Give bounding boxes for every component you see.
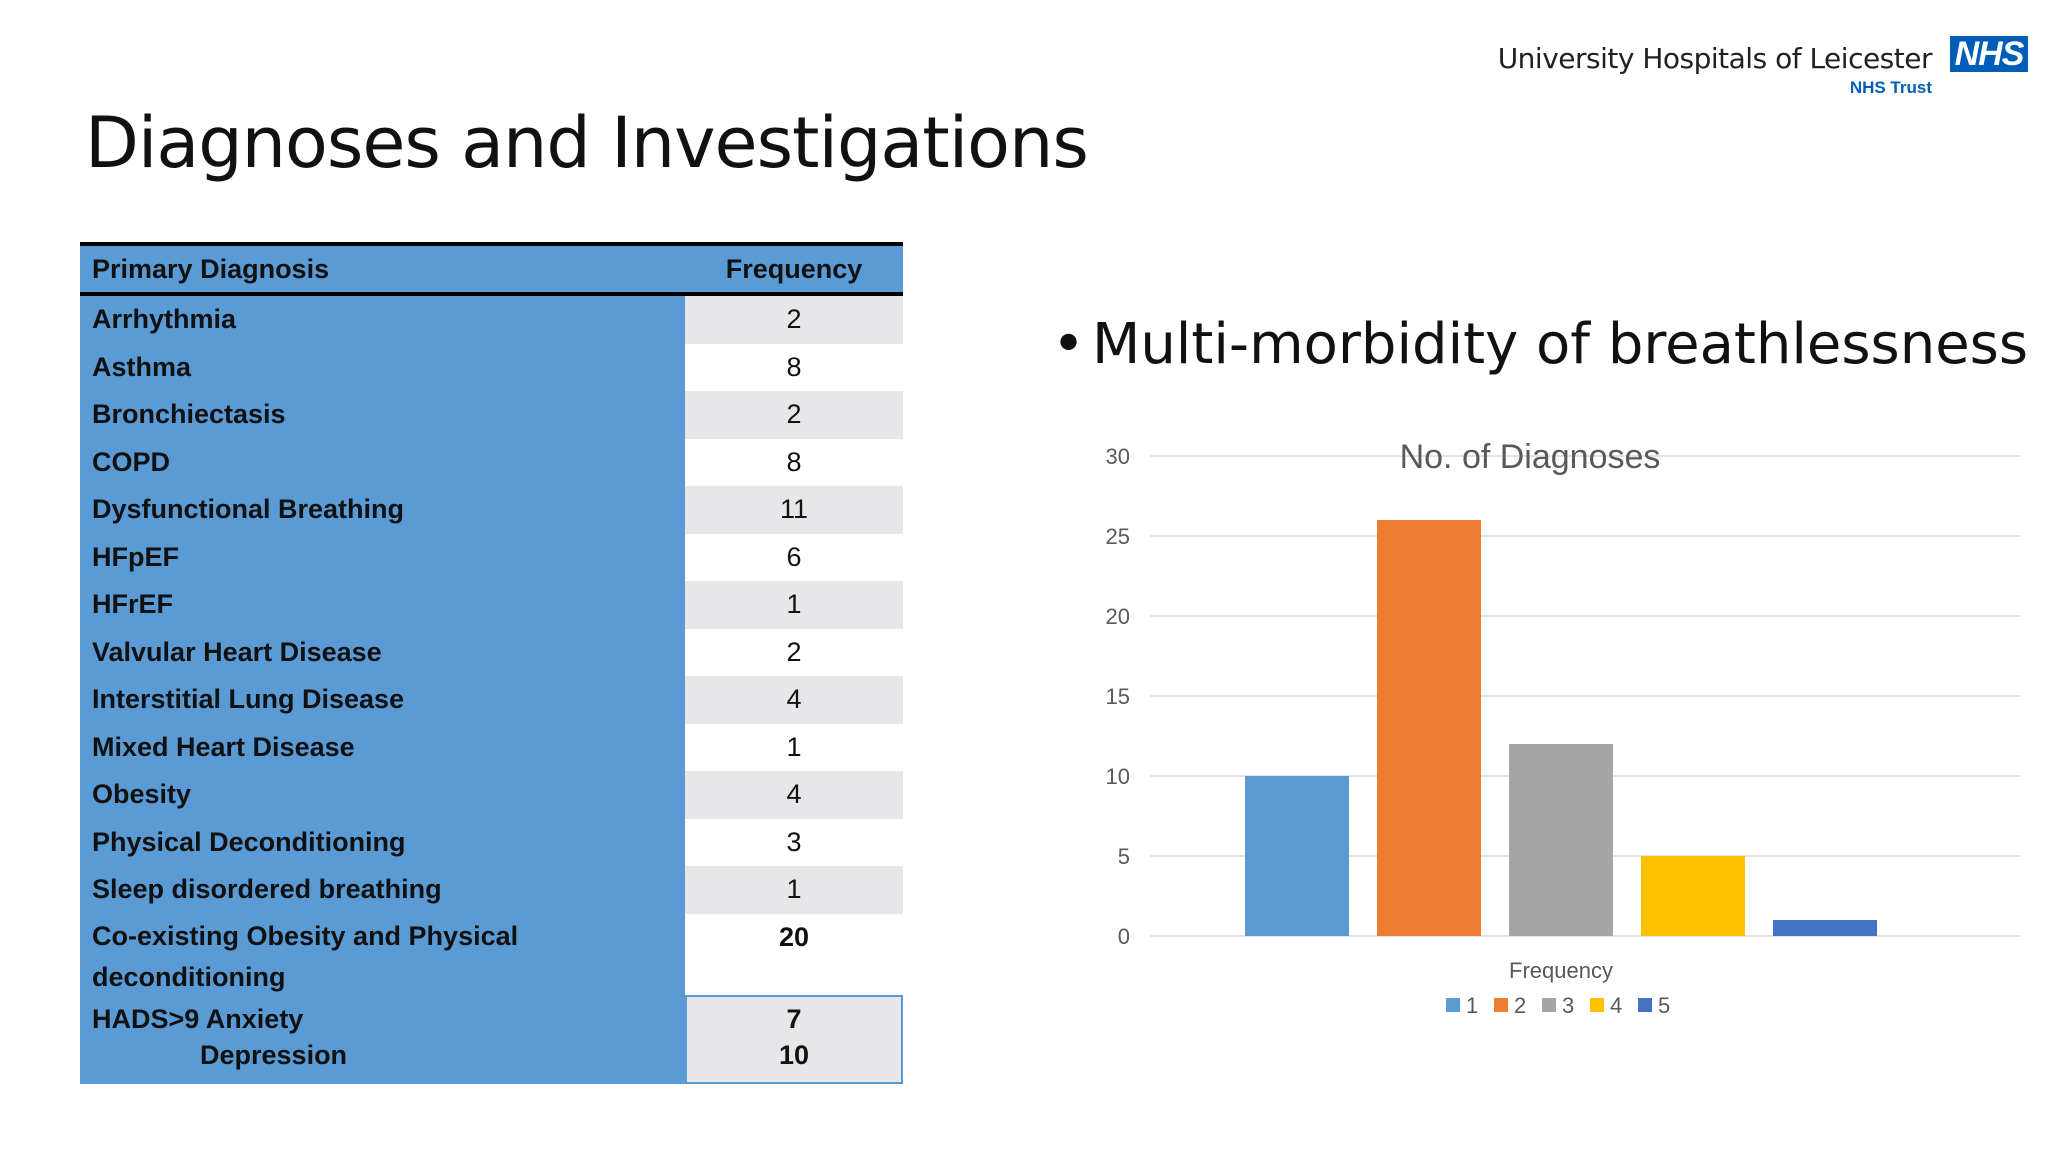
legend-swatch	[1590, 998, 1604, 1012]
table-row: COPD 8	[80, 438, 903, 486]
table-row: Bronchiectasis 2	[80, 391, 903, 439]
diagnosis-frequency: 8	[685, 438, 903, 486]
table-row: Asthma 8	[80, 343, 903, 391]
legend-label: 1	[1466, 993, 1478, 1018]
diagnosis-frequency: 8	[685, 343, 903, 391]
table-row: Mixed Heart Disease 1	[80, 723, 903, 771]
table-row: Valvular Heart Disease 2	[80, 628, 903, 676]
bar-series-4	[1641, 856, 1745, 936]
logo-organisation-name: University Hospitals of Leicester	[1497, 42, 1933, 75]
diagnosis-label: Sleep disordered breathing	[80, 866, 685, 914]
table-row: Sleep disordered breathing 1	[80, 866, 903, 914]
y-tick-label: 5	[1118, 844, 1130, 869]
table-header: Primary Diagnosis Frequency	[80, 242, 903, 296]
diagnosis-label: Bronchiectasis	[80, 391, 685, 439]
chart-title: No. of Diagnoses	[1400, 438, 1661, 476]
diagnosis-label: COPD	[80, 438, 685, 486]
diagnosis-frequency: 2	[685, 296, 903, 344]
diagnosis-table: Primary Diagnosis Frequency Arrhythmia 2 A…	[80, 242, 903, 1084]
y-tick-label: 15	[1106, 684, 1130, 709]
table-row: Physical Deconditioning 3	[80, 818, 903, 866]
legend-swatch	[1494, 998, 1508, 1012]
legend-label: 3	[1562, 993, 1574, 1018]
header-primary-diagnosis: Primary Diagnosis	[92, 254, 330, 284]
bar-series-1	[1245, 776, 1349, 936]
table-row: Arrhythmia 2	[80, 296, 903, 344]
table-row-hads: HADS>9 Anxiety Depression 7 10	[80, 994, 903, 1084]
x-axis-label: Frequency	[1509, 958, 1613, 983]
coexisting-label: Co-existing Obesity and Physical decondi…	[80, 913, 685, 995]
hads-depression-value: 10	[778, 1039, 810, 1070]
diagnosis-label: Physical Deconditioning	[80, 818, 685, 866]
bar-series-5	[1773, 920, 1877, 936]
legend-swatch	[1446, 998, 1460, 1012]
table-row: Interstitial Lung Disease 4	[80, 676, 903, 724]
diagnosis-label: HFrEF	[80, 581, 685, 629]
diagnosis-label: Valvular Heart Disease	[80, 628, 685, 676]
y-tick-label: 30	[1106, 444, 1130, 469]
diagnoses-bar-chart: 0 5 10 15 20 25 30 No. of Diagnoses Frequency 1 2 3…	[1106, 438, 2020, 1018]
diagnosis-frequency: 1	[685, 866, 903, 914]
legend-swatch	[1542, 998, 1556, 1012]
bullet-point: • Multi-morbidity of breathlessness	[1052, 312, 2028, 377]
diagnosis-label: Obesity	[80, 771, 685, 819]
y-tick-label: 20	[1106, 604, 1130, 629]
header-frequency: Frequency	[725, 254, 863, 284]
hads-label-cell: HADS>9 Anxiety Depression	[80, 994, 685, 1084]
diagnosis-label: HFpEF	[80, 533, 685, 581]
diagnosis-frequency: 2	[685, 391, 903, 439]
hads-depression-label: Depression	[200, 1039, 348, 1070]
diagnosis-frequency: 1	[685, 723, 903, 771]
diagnosis-label: Interstitial Lung Disease	[80, 676, 685, 724]
legend-label: 4	[1610, 993, 1622, 1018]
table-row-coexisting: Co-existing Obesity and Physical decondi…	[80, 913, 903, 995]
bullet-text: Multi-morbidity of breathlessness	[1092, 312, 2029, 377]
bar-series-2	[1377, 520, 1481, 936]
bar-series-3	[1509, 744, 1613, 936]
y-tick-label: 25	[1106, 524, 1130, 549]
diagnosis-label: Mixed Heart Disease	[80, 723, 685, 771]
hads-anxiety-value: 7	[786, 1003, 802, 1034]
diagnosis-frequency: 4	[685, 676, 903, 724]
diagnosis-frequency: 6	[685, 533, 903, 581]
coexisting-value: 20	[685, 913, 903, 995]
diagnosis-frequency: 2	[685, 628, 903, 676]
diagnosis-frequency: 11	[685, 486, 903, 534]
nhs-logo: University Hospitals of Leicester NHS Tr…	[1498, 34, 2028, 104]
diagnosis-frequency: 4	[685, 771, 903, 819]
diagnosis-frequency: 1	[685, 581, 903, 629]
hads-value-cell: 7 10	[685, 994, 903, 1084]
legend-label: 5	[1658, 993, 1670, 1018]
diagnosis-label: Arrhythmia	[80, 296, 685, 344]
legend-swatch	[1638, 998, 1652, 1012]
diagnosis-label: Dysfunctional Breathing	[80, 486, 685, 534]
slide-title: Diagnoses and Investigations	[85, 102, 1089, 184]
bullet-icon: •	[1052, 312, 1086, 377]
table-row: HFrEF 1	[80, 581, 903, 629]
nhs-mark-icon: NHS	[1950, 36, 2028, 72]
hads-anxiety-label: HADS>9 Anxiety	[92, 1003, 304, 1034]
table-row: HFpEF 6	[80, 533, 903, 581]
table-body: Arrhythmia 2 Asthma 8 Bronchiectasis 2 COPD 8 Dy…	[80, 296, 903, 914]
logo-trust-label: NHS Trust	[1849, 78, 1932, 97]
y-tick-label: 10	[1106, 764, 1130, 789]
table-row: Dysfunctional Breathing 11	[80, 486, 903, 534]
diagnosis-label: Asthma	[80, 343, 685, 391]
y-tick-label: 0	[1118, 924, 1130, 949]
table-row: Obesity 4	[80, 771, 903, 819]
legend-label: 2	[1514, 993, 1526, 1018]
diagnosis-frequency: 3	[685, 818, 903, 866]
